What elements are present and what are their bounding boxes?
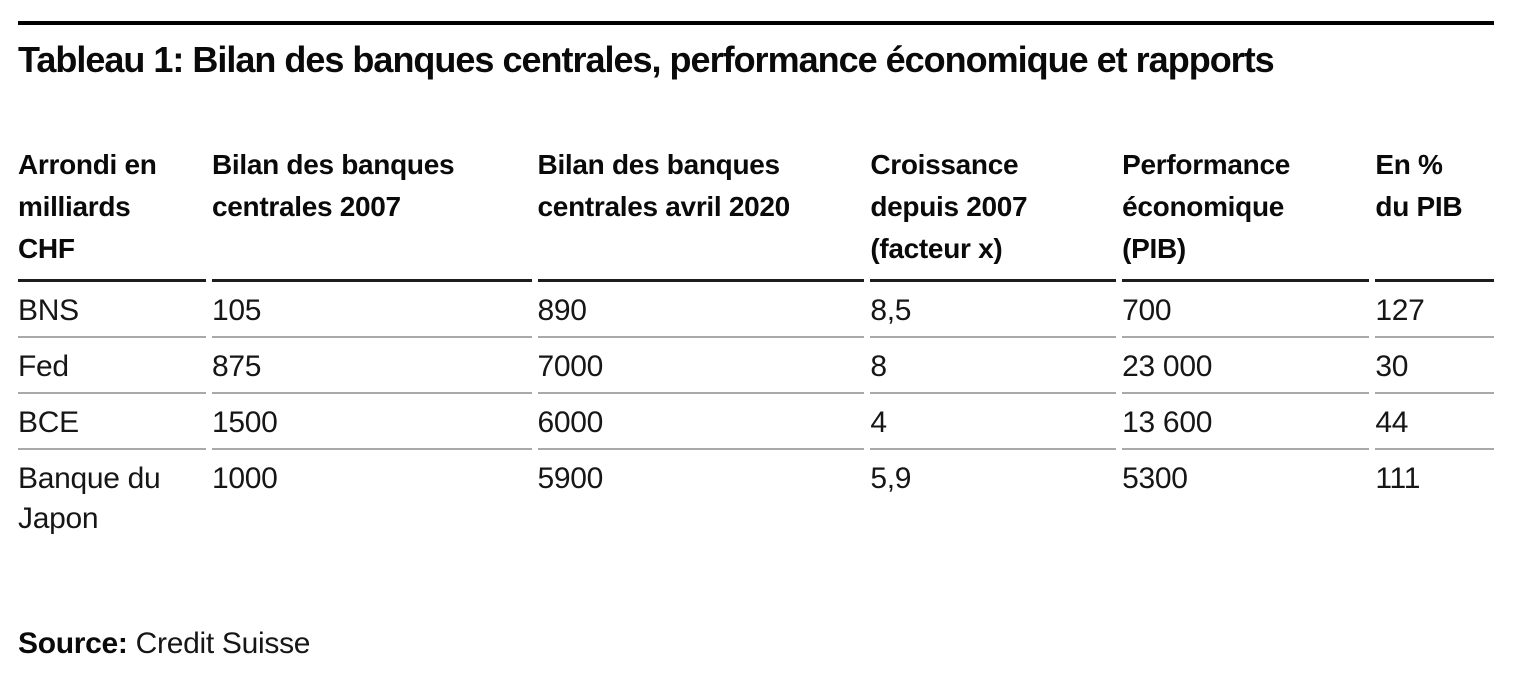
table-cell: 5,9 (870, 462, 912, 495)
table-cell: 875 (211, 338, 532, 394)
table-cell: 5900 (537, 462, 604, 495)
column-header-bilan-2020: Bilan des banques centrales avril 2020 (537, 144, 865, 282)
table-header-row: Arrondi en milliards CHF Bilan des banqu… (18, 144, 1494, 282)
top-rule-divider (18, 21, 1494, 25)
table-row-bce: BCE 1500 6000 4 13 600 44 (18, 394, 1494, 450)
row-label: Banque du Japon (18, 462, 161, 535)
column-header-performance: Performance économique (PIB) (1122, 144, 1370, 282)
table-cell: 1500 (211, 394, 532, 450)
table-cell: 8,5 (870, 282, 1117, 338)
row-label: Fed (18, 338, 206, 394)
table-cell: 4 (870, 394, 1117, 450)
table-row-bns: BNS 105 890 8,5 700 127 (18, 282, 1494, 338)
row-label: BCE (18, 394, 206, 450)
table-cell: 6000 (537, 394, 865, 450)
source-label: Source: (18, 627, 128, 660)
source-value: Credit Suisse (135, 627, 311, 660)
row-label: BNS (18, 282, 206, 338)
column-header-arrondi: Arrondi en milliards CHF (18, 144, 206, 282)
page-title: Tableau 1: Bilan des banques centrales, … (18, 39, 1275, 80)
table-cell: 111 (1375, 462, 1421, 495)
table-cell: 30 (1375, 338, 1494, 394)
table-cell: 44 (1375, 394, 1494, 450)
table-cell: 13 600 (1122, 394, 1370, 450)
table-cell: 1000 (211, 462, 278, 495)
column-header-pct-pib: En % du PIB (1375, 144, 1494, 282)
table-cell: 5300 (1122, 462, 1188, 495)
table-row-fed: Fed 875 7000 8 23 000 30 (18, 338, 1494, 394)
column-header-croissance: Croissance depuis 2007 (facteur x) (870, 144, 1117, 282)
table-row-banque-du-japon: Banque du Japon 1000 5900 5,9 5300 111 (18, 450, 1494, 544)
table-cell: 127 (1375, 282, 1494, 338)
table-cell: 105 (211, 282, 532, 338)
central-banks-table: Arrondi en milliards CHF Bilan des banqu… (12, 144, 1500, 544)
source-line: Source: Credit Suisse (18, 624, 1494, 664)
table-cell: 700 (1122, 282, 1370, 338)
table-cell: 890 (537, 282, 865, 338)
table-cell: 8 (870, 338, 1117, 394)
table-cell: 23 000 (1122, 338, 1370, 394)
table-cell: 7000 (537, 338, 865, 394)
column-header-bilan-2007: Bilan des banques centrales 2007 (211, 144, 532, 282)
